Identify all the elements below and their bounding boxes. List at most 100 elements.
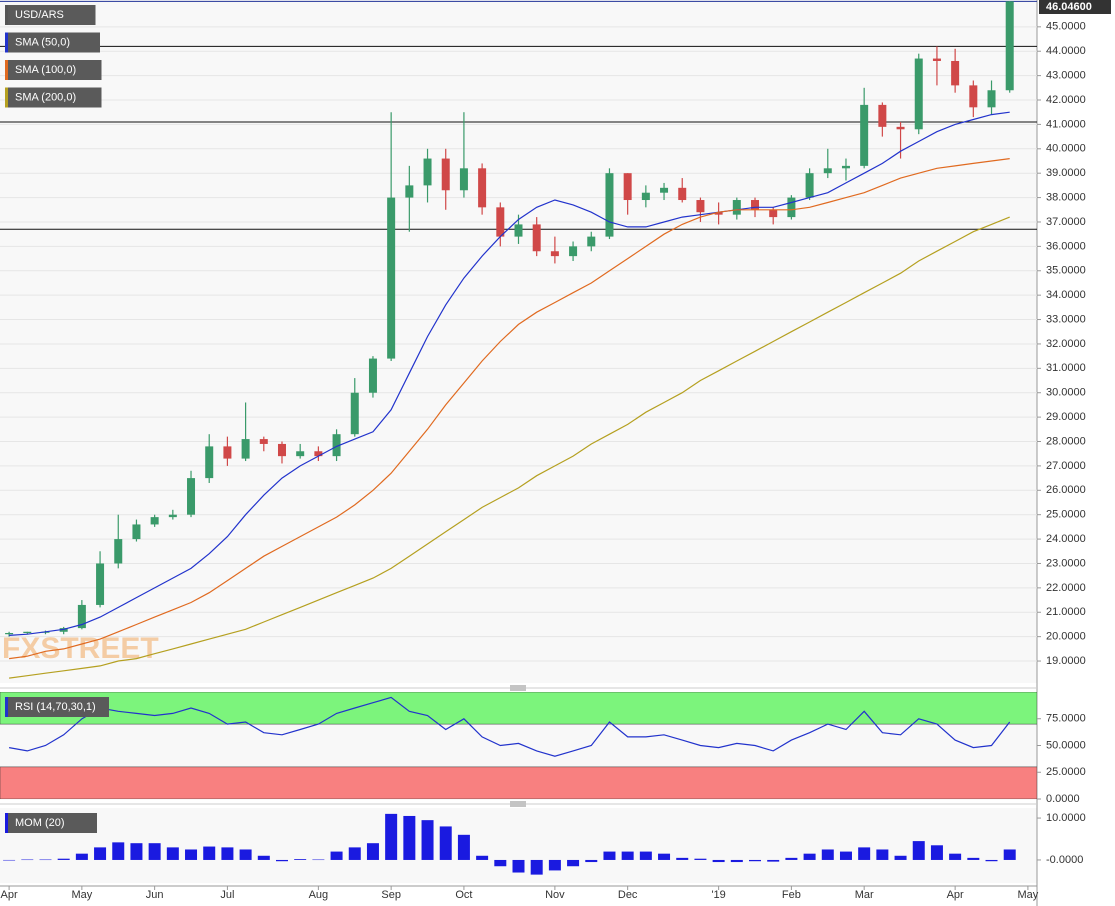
bar	[839, 851, 852, 860]
bar	[385, 813, 398, 860]
y-tick-label: 10.0000	[1046, 812, 1086, 824]
bar	[730, 859, 743, 863]
legend-box	[5, 32, 100, 53]
candle-body	[296, 451, 305, 457]
bar	[967, 857, 980, 860]
y-tick-label: 50.0000	[1046, 739, 1086, 751]
candle-body	[878, 104, 887, 127]
candle-body	[496, 207, 505, 237]
legend-swatch	[5, 697, 8, 717]
candle-body	[241, 439, 250, 459]
bar	[603, 851, 616, 860]
bar	[585, 859, 598, 863]
candle-body	[696, 200, 705, 213]
y-tick-label: 42.0000	[1046, 94, 1086, 106]
legend-item: MOM (20)	[5, 813, 97, 833]
price-panel	[0, 0, 1037, 683]
x-tick-label: Mar	[855, 889, 874, 901]
bar	[494, 859, 507, 867]
candle-body	[860, 104, 869, 166]
candle-body	[423, 158, 432, 186]
legend-box	[5, 813, 97, 833]
legend-item: SMA (50,0)	[5, 32, 100, 53]
x-tick-label: Sep	[381, 889, 401, 901]
x-tick-label: Feb	[782, 889, 801, 901]
x-tick-label: Jun	[146, 889, 164, 901]
bar	[257, 855, 270, 860]
bar	[221, 847, 234, 860]
y-tick-label: 27.0000	[1046, 460, 1086, 472]
x-tick-label: Dec	[618, 889, 638, 901]
last-price-box	[1039, 0, 1111, 14]
bar	[785, 857, 798, 860]
oversold-zone	[0, 766, 1037, 799]
bar	[312, 859, 325, 861]
bar	[876, 849, 889, 860]
candle-body	[678, 187, 687, 201]
bar	[239, 849, 252, 860]
series-line	[8, 696, 1011, 757]
bar	[330, 851, 343, 860]
bar	[712, 859, 725, 863]
resize-grip[interactable]	[510, 801, 526, 807]
candle-body	[405, 185, 414, 198]
candle-body	[532, 224, 541, 252]
candle-body	[896, 126, 905, 130]
bar	[75, 853, 88, 860]
candle-body	[969, 85, 978, 108]
candle-body	[769, 209, 778, 218]
candle-body	[805, 173, 814, 198]
bar	[694, 858, 707, 860]
candle-body	[623, 173, 632, 201]
bar	[348, 847, 361, 860]
candle-body	[441, 158, 450, 191]
bar	[548, 859, 561, 871]
bar	[21, 859, 34, 861]
y-tick-label: 20.0000	[1046, 631, 1086, 643]
legend-swatch	[5, 5, 8, 25]
bar	[166, 847, 179, 860]
bar	[676, 857, 689, 860]
candle-body	[751, 200, 760, 210]
plot-area	[3, 813, 1016, 875]
series-line	[9, 111, 1010, 636]
legend-box	[5, 60, 102, 80]
legend-swatch	[5, 87, 8, 108]
legend-label: SMA (200,0)	[15, 91, 76, 103]
bar	[366, 843, 379, 860]
y-tick-label: 34.0000	[1046, 289, 1086, 301]
x-tick-label: '19	[711, 889, 725, 901]
bar	[894, 855, 907, 860]
bar	[985, 859, 998, 862]
y-tick-label: 43.0000	[1046, 70, 1086, 82]
y-tick-label: 41.0000	[1046, 118, 1086, 130]
candle-body	[277, 443, 286, 457]
candle-body	[132, 524, 141, 540]
bar	[439, 826, 452, 860]
bar	[148, 843, 161, 860]
y-tick-label: 37.0000	[1046, 216, 1086, 228]
candle-body	[314, 451, 323, 457]
x-tick-label: Oct	[455, 889, 472, 901]
y-tick-label: 0.0000	[1046, 793, 1080, 805]
bar	[57, 858, 70, 860]
bar	[476, 855, 489, 860]
x-tick-label: Nov	[545, 889, 565, 901]
candle-body	[841, 165, 850, 169]
candle-body	[23, 631, 32, 633]
x-tick-label: Jul	[220, 889, 234, 901]
legend-label: SMA (50,0)	[15, 36, 70, 48]
bar	[858, 847, 871, 860]
candle-body	[187, 478, 196, 515]
candle-body	[550, 251, 559, 257]
bar	[1003, 849, 1016, 860]
y-tick-label: 33.0000	[1046, 313, 1086, 325]
candle-body	[660, 187, 669, 193]
y-tick-label: 45.0000	[1046, 21, 1086, 33]
watermark: FXSTREET	[2, 632, 159, 665]
bar	[403, 815, 416, 860]
candle-body	[932, 58, 941, 61]
y-tick-label: 24.0000	[1046, 533, 1086, 545]
legend-box	[5, 697, 109, 717]
resize-grip[interactable]	[510, 685, 526, 691]
